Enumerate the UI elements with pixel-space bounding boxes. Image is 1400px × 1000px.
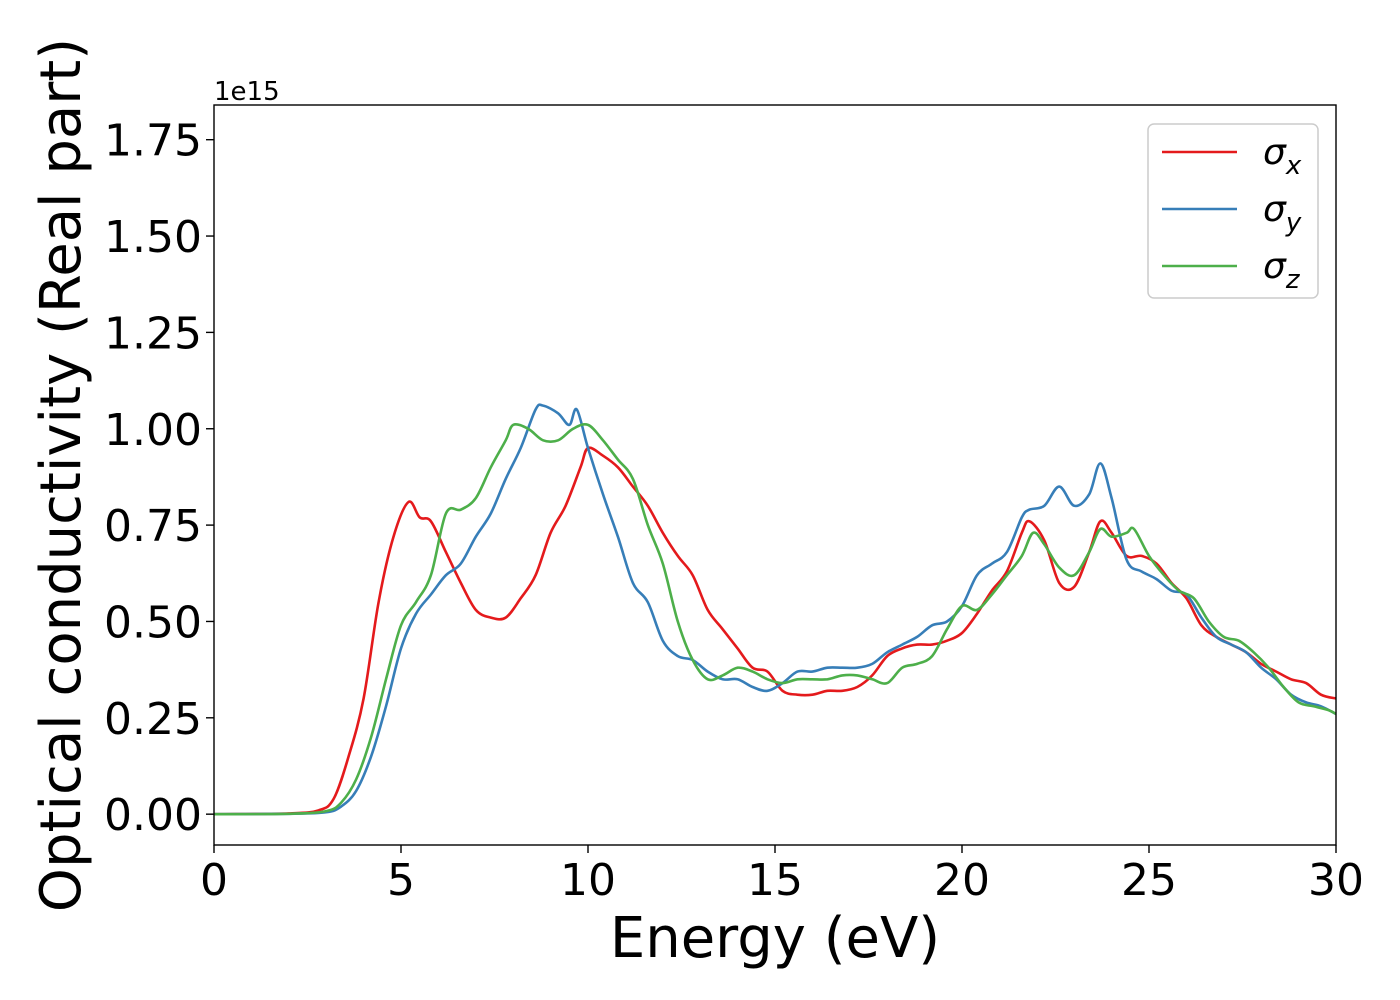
series-line-y	[213, 403, 1337, 816]
y-tick-label: 1.25	[104, 308, 202, 359]
x-tick-label: 0	[200, 855, 228, 906]
legend-box	[1147, 123, 1319, 299]
y-tick-label: 1.50	[104, 212, 202, 263]
x-tick-label: 10	[560, 855, 616, 906]
y-tick-label: 1.75	[104, 116, 202, 167]
legend: σx σy σz	[1147, 123, 1319, 299]
y-tick-label: 0.00	[104, 790, 202, 841]
series-lines	[213, 403, 1337, 816]
y-tick-label: 0.25	[104, 694, 202, 745]
x-tick-label: 30	[1308, 855, 1364, 906]
y-tick-label: 0.75	[104, 501, 202, 552]
y-axis-label: Optical conductivity (Real part)	[29, 38, 94, 912]
y-offset-label: 1e15	[214, 77, 280, 107]
x-tick-label: 20	[934, 855, 990, 906]
y-tick-label: 1.00	[104, 405, 202, 456]
x-axis-ticks: 0 5 10 15 20 25 30	[200, 845, 1364, 906]
y-axis-ticks: 0.00 0.25 0.50 0.75 1.00 1.25 1.50 1.75	[104, 116, 214, 841]
legend-label-x: σx	[1263, 132, 1302, 181]
legend-label-z: σz	[1263, 246, 1301, 295]
x-axis-label: Energy (eV)	[610, 906, 940, 971]
series-line-z	[213, 423, 1337, 816]
legend-label-y: σy	[1263, 189, 1302, 238]
y-tick-label: 0.50	[104, 597, 202, 648]
x-tick-label: 5	[387, 855, 415, 906]
x-tick-label: 25	[1121, 855, 1177, 906]
x-tick-label: 15	[747, 855, 803, 906]
series-line-x	[213, 446, 1337, 816]
